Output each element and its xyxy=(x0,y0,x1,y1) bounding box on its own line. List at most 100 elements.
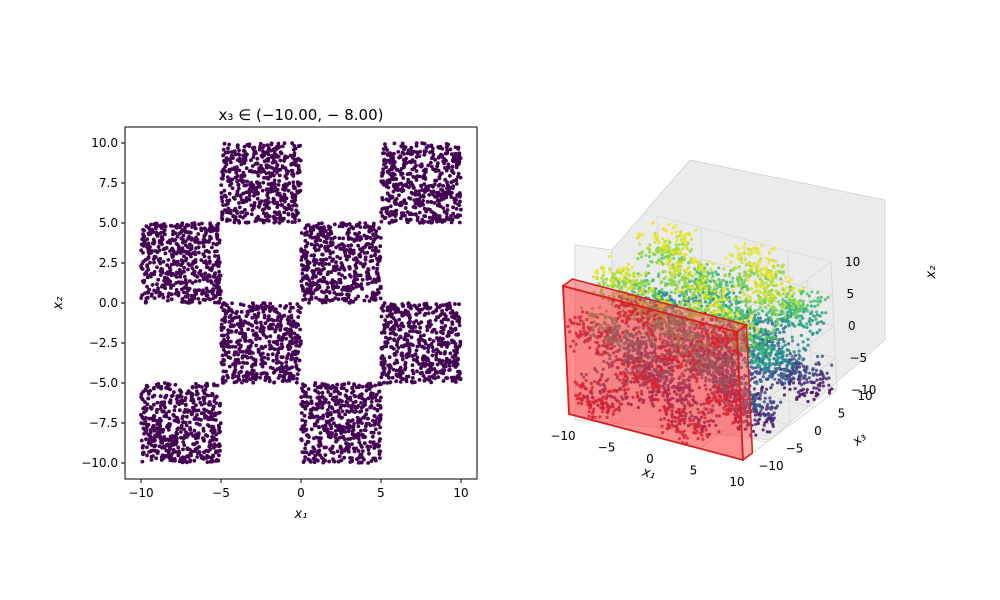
scatter-point xyxy=(191,399,196,404)
scatter-point xyxy=(234,168,239,172)
scatter-point xyxy=(294,203,299,208)
scatter-point xyxy=(428,160,433,165)
scatter-point xyxy=(247,194,252,198)
scatter-point xyxy=(377,439,382,443)
scatter-point xyxy=(148,436,153,440)
scatter-point xyxy=(223,378,228,383)
scatter-point xyxy=(373,383,378,388)
scatter-point xyxy=(409,145,414,150)
scatter-point xyxy=(323,453,328,457)
scatter-point xyxy=(192,458,197,463)
scatter-point xyxy=(337,423,342,428)
scatter-point xyxy=(364,421,369,426)
scatter-point xyxy=(276,376,281,380)
scatter-point xyxy=(250,170,255,174)
scatter-point xyxy=(304,265,309,269)
scatter3d-point xyxy=(731,276,735,280)
scatter-point xyxy=(441,184,446,188)
scatter-point xyxy=(414,358,419,363)
scatter-point xyxy=(173,291,178,296)
scatter-point xyxy=(346,295,351,300)
scatter-point xyxy=(448,351,453,356)
scatter3d-point xyxy=(679,230,683,234)
scatter-point xyxy=(418,149,422,154)
scatter-point xyxy=(366,268,371,272)
scatter-point xyxy=(422,219,427,224)
scatter-point xyxy=(262,159,267,164)
scatter-point xyxy=(362,441,367,446)
scatter-point xyxy=(346,243,351,248)
scatter-point xyxy=(403,213,407,218)
scatter-point xyxy=(377,449,382,454)
scatter-point xyxy=(400,150,405,155)
scatter-point xyxy=(399,167,404,171)
y-tick-label: 0.0 xyxy=(99,296,118,310)
scatter-point xyxy=(277,168,281,173)
scatter-point xyxy=(354,266,359,270)
scatter-point xyxy=(186,223,191,228)
scatter-point xyxy=(160,234,165,239)
scatter-point xyxy=(393,352,398,357)
scatter-point xyxy=(211,454,216,458)
scatter-point xyxy=(304,276,309,281)
scatter-point xyxy=(429,200,434,205)
scatter-point xyxy=(309,242,314,247)
scatter-point xyxy=(414,212,418,217)
scatter-point xyxy=(417,378,422,382)
scatter-point xyxy=(214,263,219,267)
scatter-point xyxy=(385,158,390,163)
scatter-point xyxy=(311,259,316,264)
scatter3d-point xyxy=(658,250,662,254)
scatter-point xyxy=(257,147,262,152)
scatter-point xyxy=(317,285,322,290)
scatter-point xyxy=(442,368,447,373)
scatter-point xyxy=(406,177,411,182)
scatter-point xyxy=(232,380,237,385)
scatter-point xyxy=(288,371,293,376)
scatter-point xyxy=(244,350,249,355)
scatter-point xyxy=(213,396,218,400)
scatter-point xyxy=(257,205,261,209)
scatter-point xyxy=(394,177,398,182)
scatter-point xyxy=(145,402,150,407)
scatter-point xyxy=(319,257,323,262)
scatter-point xyxy=(299,395,304,399)
scatter3d-point xyxy=(741,245,745,250)
scatter-point xyxy=(268,301,273,306)
scatter-point xyxy=(370,280,374,285)
scatter-point xyxy=(356,259,360,264)
scatter-point xyxy=(457,151,462,156)
scatter-point xyxy=(169,224,174,228)
scatter-point xyxy=(217,426,221,431)
scatter-point xyxy=(250,301,255,305)
scatter3d-point xyxy=(651,252,655,256)
scatter-point xyxy=(171,229,176,234)
scatter-point xyxy=(171,248,175,252)
scatter-point xyxy=(162,275,167,280)
scatter-point xyxy=(296,163,301,168)
scatter-point xyxy=(332,222,337,227)
scatter-point xyxy=(225,210,230,215)
scatter-point xyxy=(378,405,383,410)
scatter3d-point xyxy=(638,242,642,246)
scatter-point xyxy=(438,218,443,223)
scatter-point xyxy=(289,329,294,333)
scatter-point xyxy=(270,352,275,357)
scatter-point xyxy=(152,260,156,265)
scatter-point xyxy=(334,386,339,391)
scatter-point xyxy=(288,345,293,349)
scatter-point xyxy=(316,247,321,252)
scatter-point xyxy=(266,148,271,153)
scatter-point xyxy=(260,364,265,369)
scatter-point xyxy=(327,262,332,266)
scatter-point xyxy=(239,327,244,332)
scatter-point xyxy=(196,422,200,426)
scatter-point xyxy=(230,375,235,380)
scatter-point xyxy=(426,311,431,316)
scatter-point xyxy=(280,361,284,366)
scatter-point xyxy=(242,161,247,166)
scatter-point xyxy=(208,228,213,233)
scatter-point xyxy=(258,320,263,325)
scatter-point xyxy=(258,375,262,380)
scatter-point xyxy=(398,380,403,384)
